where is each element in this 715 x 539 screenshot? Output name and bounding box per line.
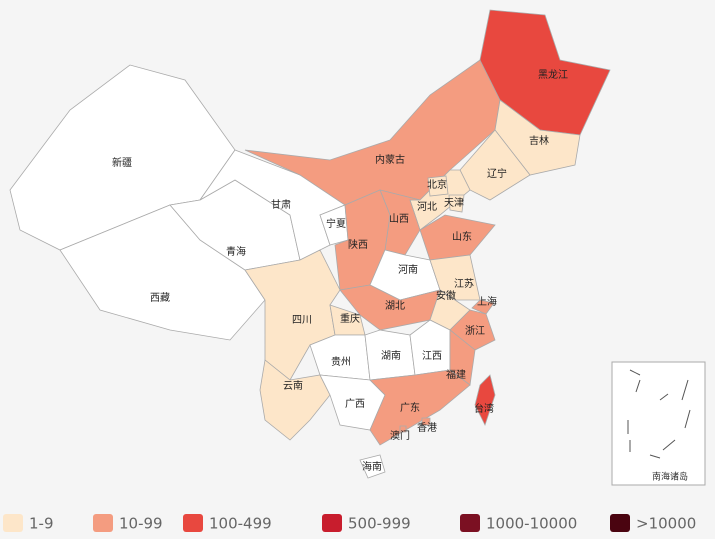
province-label: 青海	[226, 245, 246, 258]
province-label: 香港	[417, 422, 437, 434]
province-label: 江苏	[454, 277, 474, 290]
province-label: 福建	[446, 368, 466, 381]
province-label: 辽宁	[487, 167, 507, 180]
province-label: 广东	[400, 401, 420, 414]
province-label: 湖南	[381, 349, 401, 362]
province-label: 黑龙江	[538, 68, 568, 81]
province-label: 河南	[398, 263, 418, 276]
province-label: 澳门	[390, 429, 410, 442]
province-label: 甘肃	[271, 198, 291, 211]
province-label: 吉林	[529, 134, 549, 147]
province	[369, 369, 471, 446]
legend-swatch	[460, 514, 480, 532]
legend-swatch	[610, 514, 630, 532]
province-label: 内蒙古	[375, 153, 405, 166]
province-label: 贵州	[331, 355, 351, 368]
province-label: 山东	[452, 230, 472, 243]
province-label: 西藏	[150, 292, 170, 304]
legend-label: 1-9	[29, 515, 54, 533]
province-label: 新疆	[112, 156, 132, 169]
province	[399, 425, 407, 433]
legend-swatch	[183, 514, 203, 532]
inset-box	[611, 361, 706, 486]
province	[421, 417, 431, 426]
province	[459, 129, 531, 201]
province-label: 河北	[417, 201, 437, 213]
province-label: 广西	[345, 398, 365, 410]
province-label: 台湾	[474, 402, 494, 415]
province-label: 江西	[422, 350, 442, 362]
province	[448, 194, 465, 213]
province-label: 海南	[362, 460, 382, 473]
legend-label: >10000	[636, 515, 696, 533]
province-label: 北京	[427, 178, 447, 191]
legend-label: 100-499	[209, 515, 272, 533]
province	[429, 254, 481, 301]
province	[419, 214, 496, 261]
province	[427, 175, 449, 197]
province	[259, 359, 331, 441]
province-label: 湖北	[385, 300, 405, 312]
province-label: 浙江	[465, 325, 485, 337]
province-label: 上海	[477, 295, 497, 308]
province-label: 安徽	[436, 289, 456, 302]
province	[474, 374, 496, 427]
province	[409, 319, 451, 376]
legend-label: 10-99	[119, 515, 163, 533]
province-label: 四川	[292, 315, 312, 326]
province	[359, 454, 386, 479]
legend-label: 1000-10000	[486, 515, 577, 533]
province	[449, 309, 496, 351]
legend-swatch	[93, 514, 113, 532]
province-label: 重庆	[340, 312, 360, 325]
province-label: 陕西	[348, 238, 368, 251]
legend-label: 500-999	[348, 515, 411, 533]
inset-lines	[627, 369, 691, 459]
province-label: 山西	[389, 213, 409, 225]
legend-swatch	[3, 514, 23, 532]
inset-label: 南海诸岛	[652, 471, 688, 483]
province-label: 天津	[444, 197, 464, 209]
province-label: 云南	[283, 379, 303, 392]
province-label: 宁夏	[326, 217, 346, 230]
legend-swatch	[322, 514, 342, 532]
